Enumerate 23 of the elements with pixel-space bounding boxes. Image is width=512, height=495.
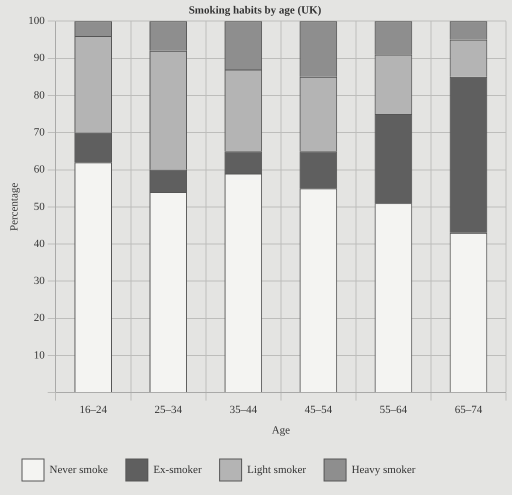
- y-tick-label: 90: [34, 52, 46, 64]
- y-tick-label: 70: [34, 126, 46, 139]
- x-tick-label: 35–44: [230, 404, 258, 416]
- y-tick-label: 100: [28, 15, 46, 28]
- legend-label: Light smoker: [247, 464, 306, 476]
- y-tick-label: 60: [34, 164, 46, 176]
- x-tick-label: 25–34: [154, 404, 183, 416]
- y-tick-label: 20: [34, 312, 46, 324]
- y-axis-title: Percentage: [8, 182, 20, 232]
- x-tick-label: 65–74: [454, 404, 483, 416]
- legend-label: Ex-smoker: [153, 464, 202, 476]
- legend-label: Heavy smoker: [352, 464, 416, 476]
- x-tick-label: 45–54: [304, 404, 333, 416]
- legend-label: Never smoke: [50, 464, 108, 476]
- y-tick-label: 50: [34, 200, 46, 213]
- x-tick-label: 55–64: [380, 404, 408, 416]
- y-tick-label: 40: [34, 238, 46, 250]
- x-tick-label: 16–24: [79, 404, 108, 416]
- y-tick-label: 10: [34, 349, 46, 362]
- y-tick-label: 80: [34, 89, 46, 102]
- x-axis-title: Age: [272, 424, 290, 436]
- chart-title: Smoking habits by age (UK): [188, 4, 322, 16]
- y-tick-label: 30: [34, 275, 46, 288]
